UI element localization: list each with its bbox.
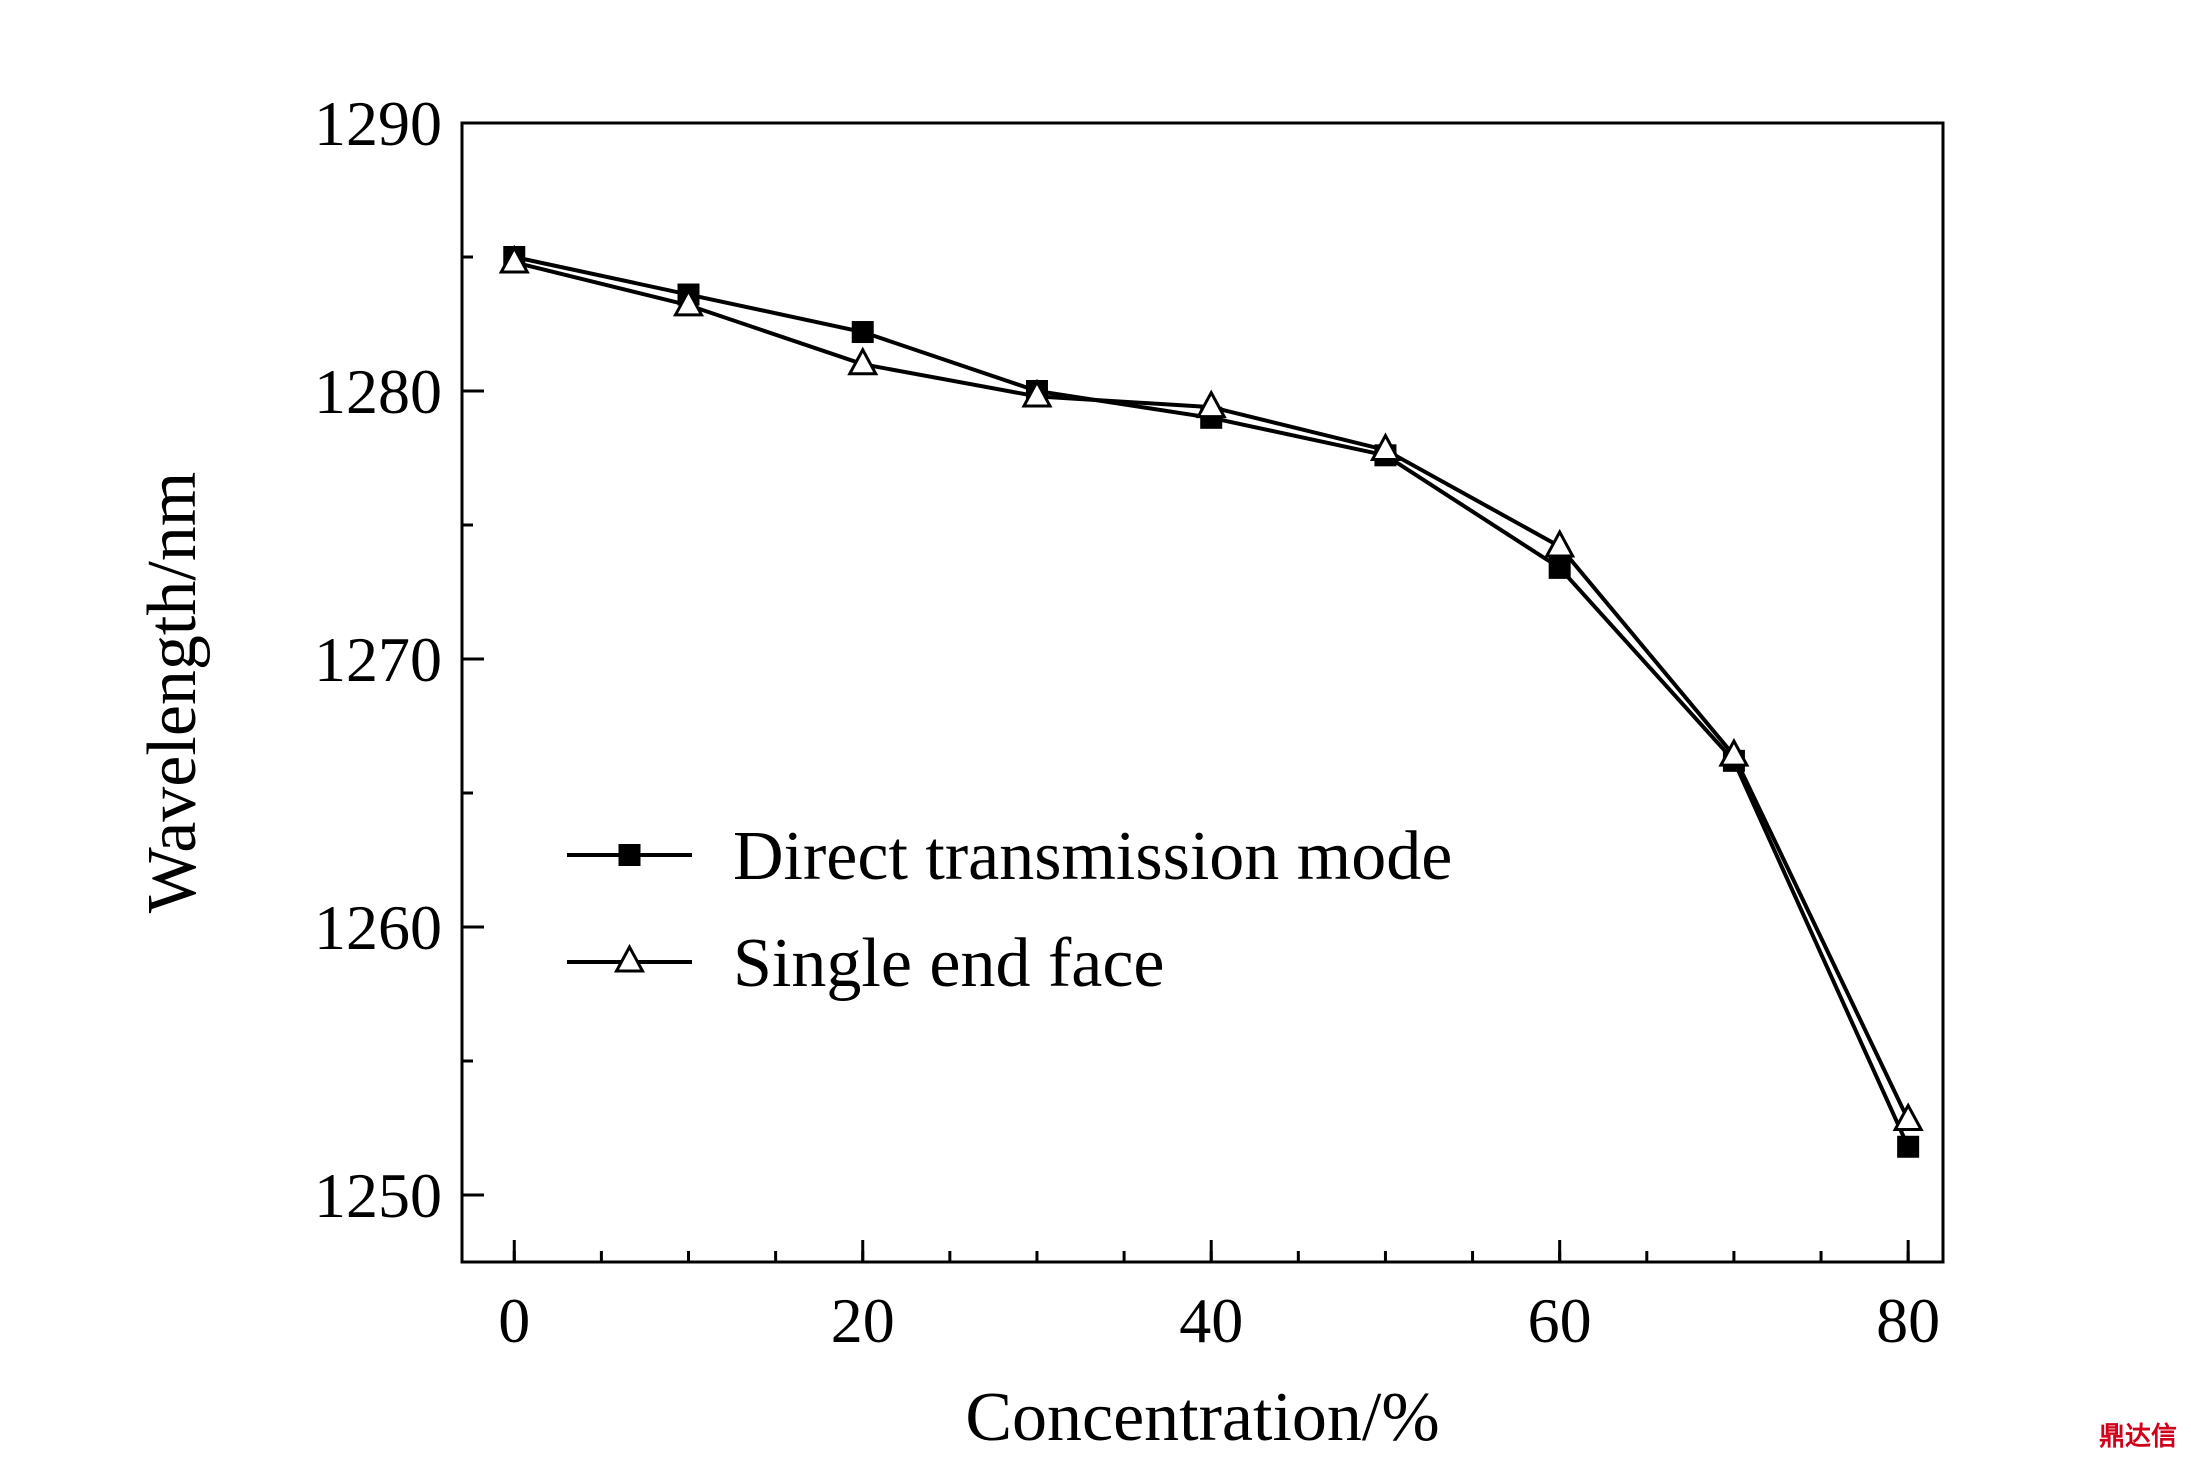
legend-marker-open-triangle [613,943,646,973]
y-tick-label: 1270 [314,624,442,695]
data-point-square [1897,1135,1920,1158]
series-layer [498,244,1924,1158]
plot-frame [460,121,1945,1264]
x-tick-label: 40 [1179,1285,1243,1356]
series-0 [503,246,1920,1158]
legend: Direct transmission mode Single end face [567,818,1452,1002]
data-point-triangle [498,244,530,274]
y-tick-label: 1250 [314,1160,442,1231]
y-axis-title: Wavelength/nm [134,472,211,913]
x-tick-label: 0 [498,1285,530,1356]
y-tick-label: 1290 [314,88,442,159]
tick-labels: 0 20 40 60 80 1250 1260 1270 1280 1290 [314,88,1940,1356]
x-tick-label: 60 [1528,1285,1592,1356]
watermark-logo: 鼎达信 [2098,1422,2177,1452]
legend-item-single-end-face: Single end face [567,925,1164,1002]
data-point-triangle [847,346,879,376]
legend-label-direct-transmission: Direct transmission mode [733,818,1452,895]
data-point-square [1548,556,1571,579]
data-point-triangle [1892,1102,1924,1132]
data-point-triangle [1021,378,1053,408]
x-tick-label: 80 [1876,1285,1940,1356]
series-1 [498,244,1924,1132]
data-point-triangle [1195,389,1227,419]
major-ticks [462,121,1910,1262]
data-point-triangle [672,287,705,317]
x-tick-label: 20 [831,1285,895,1356]
legend-label-single-end-face: Single end face [733,925,1164,1002]
data-point-triangle [1369,432,1401,462]
data-point-triangle [1544,528,1576,558]
y-tick-label: 1280 [314,356,442,427]
data-point-square [851,321,874,344]
legend-marker-filled-square [618,844,641,866]
legend-item-direct-transmission: Direct transmission mode [567,818,1452,895]
x-axis-title: Concentration/% [965,1379,1439,1456]
data-point-triangle [1718,737,1750,767]
y-tick-label: 1260 [314,892,442,963]
